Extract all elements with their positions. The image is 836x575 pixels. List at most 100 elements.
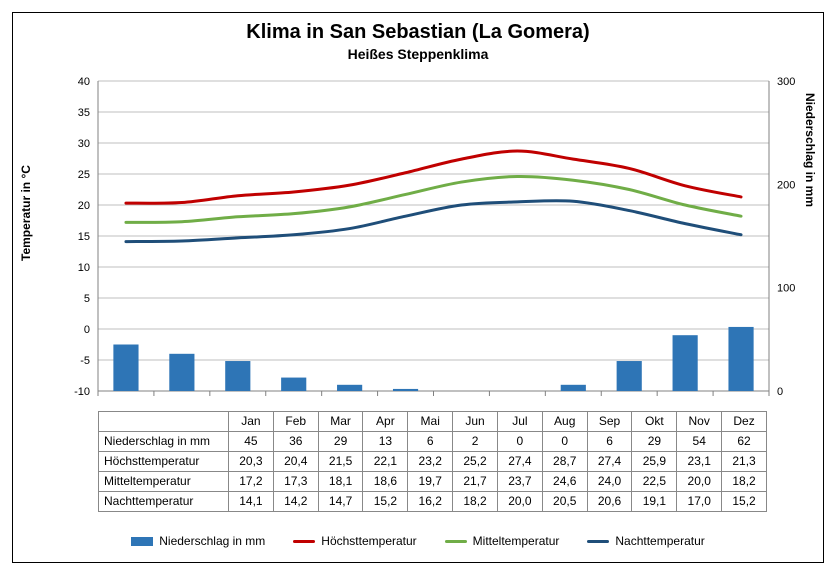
table-cell: 45: [229, 432, 274, 452]
table-cell: 17,2: [229, 472, 274, 492]
table-row-header: Höchsttemperatur: [99, 452, 229, 472]
table-cell: Jan: [229, 412, 274, 432]
table-cell: 23,2: [408, 452, 453, 472]
legend-swatch-line: [293, 540, 315, 543]
table-cell: 25,9: [632, 452, 677, 472]
table-cell: 20,4: [273, 452, 318, 472]
table-cell: 36: [273, 432, 318, 452]
bar: [617, 361, 642, 391]
svg-text:200: 200: [777, 179, 795, 191]
table-cell: Okt: [632, 412, 677, 432]
table-cell: 22,5: [632, 472, 677, 492]
table-cell: 24,0: [587, 472, 632, 492]
y-axis-right-label: Niederschlag in mm: [803, 93, 817, 207]
svg-text:0: 0: [84, 324, 90, 336]
table-cell: 17,3: [273, 472, 318, 492]
table-cell: 15,2: [722, 492, 767, 512]
chart-svg: -10-505101520253035400100200300: [13, 71, 825, 411]
table-cell: Nov: [677, 412, 722, 432]
bar: [673, 335, 698, 391]
table-cell: 29: [318, 432, 363, 452]
svg-text:40: 40: [78, 76, 90, 88]
table-cell: 0: [542, 432, 587, 452]
table-cell: Jul: [497, 412, 542, 432]
table-cell: 16,2: [408, 492, 453, 512]
table-cell: 0: [497, 432, 542, 452]
table-cell: 2: [453, 432, 498, 452]
svg-text:20: 20: [78, 200, 90, 212]
chart-area: Temperatur in °C Niederschlag in mm -10-…: [13, 71, 823, 411]
bar: [337, 385, 362, 391]
svg-text:300: 300: [777, 76, 795, 88]
table-cell: Apr: [363, 412, 408, 432]
table-cell: 21,7: [453, 472, 498, 492]
legend-label: Nachttemperatur: [615, 534, 704, 548]
table-cell: Mar: [318, 412, 363, 432]
table-cell: 25,2: [453, 452, 498, 472]
svg-text:30: 30: [78, 138, 90, 150]
table-cell: 14,2: [273, 492, 318, 512]
table-cell: 19,7: [408, 472, 453, 492]
svg-text:10: 10: [78, 262, 90, 274]
table-cell: 62: [722, 432, 767, 452]
bar: [169, 354, 194, 391]
svg-text:-5: -5: [80, 355, 90, 367]
svg-text:0: 0: [777, 386, 783, 398]
bar: [728, 327, 753, 391]
table-cell: Dez: [722, 412, 767, 432]
data-table-wrap: JanFebMarAprMaiJunJulAugSepOktNovDezNied…: [98, 411, 767, 512]
table-cell: 13: [363, 432, 408, 452]
table-row-header: [99, 412, 229, 432]
table-cell: 20,0: [677, 472, 722, 492]
table-cell: 54: [677, 432, 722, 452]
table-cell: 24,6: [542, 472, 587, 492]
legend: Niederschlag in mm Höchsttemperatur Mitt…: [13, 534, 823, 548]
table-cell: 6: [408, 432, 453, 452]
table-cell: 21,3: [722, 452, 767, 472]
table-cell: 6: [587, 432, 632, 452]
table-cell: Sep: [587, 412, 632, 432]
table-cell: 18,1: [318, 472, 363, 492]
table-cell: 19,1: [632, 492, 677, 512]
bar: [225, 361, 250, 391]
table-cell: 20,6: [587, 492, 632, 512]
bar: [113, 345, 138, 392]
table-cell: 27,4: [587, 452, 632, 472]
svg-text:5: 5: [84, 293, 90, 305]
chart-title: Klima in San Sebastian (La Gomera): [13, 21, 823, 44]
table-row-header: Niederschlag in mm: [99, 432, 229, 452]
table-cell: 29: [632, 432, 677, 452]
table-cell: 18,2: [453, 492, 498, 512]
table-cell: 20,3: [229, 452, 274, 472]
legend-item-precip: Niederschlag in mm: [131, 534, 265, 548]
table-cell: 17,0: [677, 492, 722, 512]
chart-subtitle: Heißes Steppenklima: [13, 46, 823, 62]
chart-container: Klima in San Sebastian (La Gomera) Heiße…: [12, 12, 824, 563]
table-cell: Jun: [453, 412, 498, 432]
bar: [561, 385, 586, 391]
table-cell: 18,6: [363, 472, 408, 492]
svg-text:15: 15: [78, 231, 90, 243]
bar: [393, 389, 418, 391]
table-row-header: Nachttemperatur: [99, 492, 229, 512]
line-night: [126, 201, 741, 242]
legend-label: Mitteltemperatur: [473, 534, 560, 548]
table-cell: Feb: [273, 412, 318, 432]
data-table: JanFebMarAprMaiJunJulAugSepOktNovDezNied…: [98, 411, 767, 512]
table-cell: 22,1: [363, 452, 408, 472]
legend-swatch-bar: [131, 537, 153, 546]
legend-item-mean: Mitteltemperatur: [445, 534, 560, 548]
table-cell: 18,2: [722, 472, 767, 492]
svg-text:-10: -10: [74, 386, 90, 398]
legend-item-high: Höchsttemperatur: [293, 534, 416, 548]
legend-swatch-line: [445, 540, 467, 543]
table-cell: 21,5: [318, 452, 363, 472]
table-cell: 28,7: [542, 452, 587, 472]
table-cell: Mai: [408, 412, 453, 432]
legend-swatch-line: [587, 540, 609, 543]
svg-text:25: 25: [78, 169, 90, 181]
table-cell: 27,4: [497, 452, 542, 472]
table-cell: 23,7: [497, 472, 542, 492]
legend-label: Niederschlag in mm: [159, 534, 265, 548]
svg-text:100: 100: [777, 283, 795, 295]
